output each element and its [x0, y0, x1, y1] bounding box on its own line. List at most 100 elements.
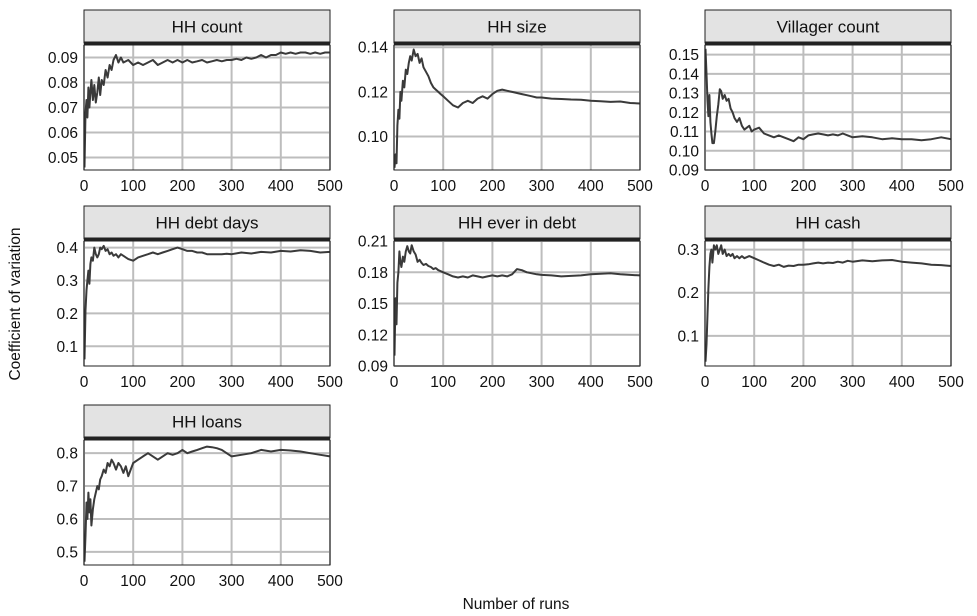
y-tick-label: 0.14 [669, 66, 700, 83]
x-tick-label: 400 [889, 374, 915, 391]
x-tick-label: 100 [741, 374, 767, 391]
x-tick-label: 300 [219, 374, 245, 391]
x-tick-label: 0 [80, 374, 89, 391]
x-tick-label: 100 [120, 374, 146, 391]
series-line [393, 48, 641, 168]
y-tick-label: 0.15 [669, 47, 699, 64]
y-tick-label: 0.1 [56, 339, 78, 356]
x-tick-label: 400 [268, 573, 294, 590]
panel-7: HH loans 0.5 0.6 0.7 0.8 0 100 200 300 400 500 [56, 404, 343, 590]
y-tick-label: 0.09 [48, 50, 78, 67]
x-tick-label: 200 [169, 178, 195, 195]
y-tick-label: 0.10 [669, 143, 700, 160]
x-axis-title: Number of runs [463, 596, 570, 613]
strip [83, 404, 331, 439]
x-tick-label: 0 [701, 374, 710, 391]
x-tick-label: 200 [790, 178, 816, 195]
strip [83, 9, 331, 44]
y-tick-label: 0.06 [48, 125, 78, 142]
y-tick-label: 0.2 [677, 285, 699, 302]
panel-6: HH cash 0.1 0.2 0.3 0 100 200 300 400 500 [677, 205, 964, 391]
x-tick-label: 400 [268, 374, 294, 391]
series-line [83, 445, 331, 562]
panel-title: HH ever in debt [458, 214, 576, 233]
series-line [704, 48, 952, 145]
y-tick-label: 0.1 [677, 328, 699, 345]
y-tick-label: 0.3 [677, 242, 699, 259]
panel-3: Villager count 0.09 0.10 0.11 0.12 0.13 0.14 0.… [669, 9, 964, 195]
y-axis-title: Coefficient of variation [7, 227, 24, 380]
series-line [83, 244, 331, 360]
x-tick-label: 300 [529, 374, 555, 391]
y-tick-label: 0.10 [358, 129, 389, 146]
x-tick-label: 100 [741, 178, 767, 195]
x-tick-label: 100 [120, 573, 146, 590]
y-tick-label: 0.3 [56, 273, 78, 290]
y-tick-label: 0.8 [56, 446, 78, 463]
x-tick-label: 500 [317, 573, 343, 590]
plot-frame [704, 44, 952, 171]
panel-4: HH debt days 0.1 0.2 0.3 0.4 0 100 200 300 400 500 [56, 205, 343, 391]
plot-frame [393, 240, 641, 367]
x-tick-label: 500 [938, 374, 964, 391]
y-tick-label: 0.14 [358, 40, 389, 57]
x-tick-label: 500 [317, 178, 343, 195]
strip [704, 205, 952, 240]
series-line [393, 244, 641, 356]
y-tick-label: 0.12 [358, 84, 388, 101]
panel-5: HH ever in debt 0.09 0.12 0.15 0.18 0.21 0 100 2… [358, 205, 653, 391]
x-tick-label: 500 [627, 178, 653, 195]
x-tick-label: 200 [790, 374, 816, 391]
panel-1: HH count 0.05 0.06 0.07 0.08 0.09 0 100 200 300 40… [48, 9, 343, 195]
plot-area [705, 241, 951, 366]
x-tick-label: 200 [479, 374, 505, 391]
y-tick-label: 0.12 [358, 327, 388, 344]
y-tick-label: 0.4 [56, 240, 78, 257]
y-tick-label: 0.11 [670, 124, 699, 141]
plot-frame [83, 240, 331, 367]
x-tick-label: 0 [80, 573, 89, 590]
y-tick-label: 0.07 [48, 100, 78, 117]
y-tick-label: 0.05 [48, 150, 78, 167]
x-tick-label: 500 [317, 374, 343, 391]
y-tick-label: 0.7 [56, 479, 78, 496]
y-tick-label: 0.12 [669, 105, 699, 122]
plot-area [84, 440, 330, 565]
x-tick-label: 200 [169, 374, 195, 391]
x-tick-label: 300 [529, 178, 555, 195]
y-tick-label: 0.5 [56, 544, 78, 561]
panel-2: HH size 0.10 0.12 0.14 0 100 200 300 400 500 [358, 9, 653, 195]
y-tick-label: 0.15 [358, 296, 388, 313]
strip [83, 205, 331, 240]
x-tick-label: 300 [840, 374, 866, 391]
y-tick-label: 0.2 [56, 306, 78, 323]
x-tick-label: 400 [268, 178, 294, 195]
x-tick-label: 200 [479, 178, 505, 195]
plot-area [394, 45, 640, 170]
panel-title: HH debt days [156, 214, 259, 233]
panel-title: HH cash [795, 214, 860, 233]
y-tick-label: 0.09 [669, 163, 699, 180]
plot-area [84, 241, 330, 366]
panel-title: HH size [487, 18, 547, 37]
x-tick-label: 0 [701, 178, 710, 195]
x-tick-label: 300 [219, 178, 245, 195]
y-tick-label: 0.18 [358, 265, 388, 282]
x-tick-label: 0 [390, 178, 399, 195]
x-tick-label: 0 [80, 178, 89, 195]
strip [704, 9, 952, 44]
x-tick-label: 100 [430, 178, 456, 195]
x-tick-label: 200 [169, 573, 195, 590]
y-tick-label: 0.09 [358, 359, 388, 376]
x-tick-label: 300 [840, 178, 866, 195]
y-tick-label: 0.6 [56, 511, 78, 528]
panel-title: HH loans [172, 413, 242, 432]
y-tick-label: 0.21 [358, 234, 388, 251]
plot-area [705, 45, 951, 170]
series-line [83, 51, 330, 168]
x-tick-label: 500 [938, 178, 964, 195]
x-tick-label: 500 [627, 374, 653, 391]
panel-title: HH count [172, 18, 243, 37]
y-tick-label: 0.08 [48, 75, 78, 92]
